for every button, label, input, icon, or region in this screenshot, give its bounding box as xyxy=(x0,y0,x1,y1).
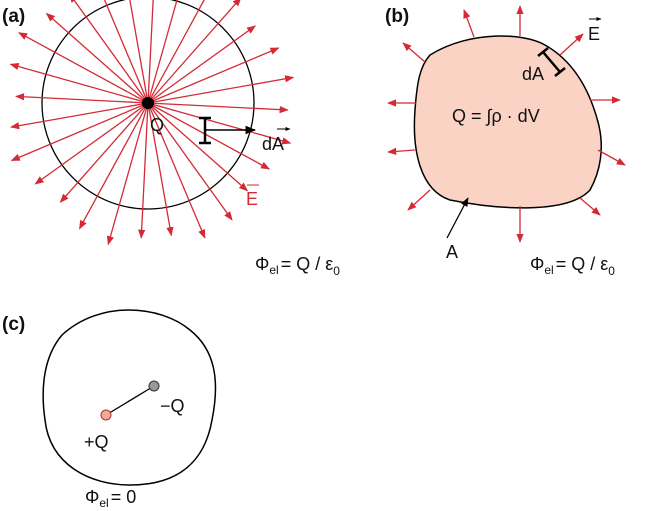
area-element-label: dA xyxy=(262,134,284,154)
subscript: el xyxy=(269,263,278,277)
flux-formula: Φel= 0 xyxy=(85,487,136,510)
pointer xyxy=(447,198,468,238)
surface xyxy=(43,310,215,485)
field-arrow xyxy=(464,10,474,37)
subscript: el xyxy=(544,263,553,277)
flux-formula: Φel= Q / ε0 xyxy=(255,254,340,278)
dipole-link xyxy=(106,386,154,415)
subscript: 0 xyxy=(333,264,340,278)
positive-charge xyxy=(101,410,111,420)
field-arrow xyxy=(148,77,293,103)
field-arrow xyxy=(11,103,148,127)
relation: = Q / ε xyxy=(281,254,334,274)
negative-charge xyxy=(149,381,159,391)
point-charge xyxy=(142,97,154,109)
symbol: Φ xyxy=(530,254,544,274)
negative-charge-label: −Q xyxy=(160,396,185,416)
field-arrow xyxy=(598,150,625,165)
field-arrow xyxy=(60,103,148,202)
field-arrow xyxy=(19,33,148,103)
positive-charge-label: +Q xyxy=(84,432,109,452)
flux-formula: Φel= Q / ε0 xyxy=(530,254,615,278)
field-arrow xyxy=(47,13,148,103)
area-element-label: dA xyxy=(522,64,544,84)
symbol: Φ xyxy=(85,487,99,507)
field-arrow xyxy=(403,43,425,62)
charge-formula: Q = ∫ρ · dV xyxy=(452,106,540,126)
charge-label: Q xyxy=(150,115,164,135)
panel-label: (b) xyxy=(385,6,409,27)
field-arrow xyxy=(148,0,185,103)
subscript: el xyxy=(99,496,108,510)
panel-label: (a) xyxy=(2,6,25,27)
field-arrow xyxy=(148,103,269,169)
surface-label: A xyxy=(446,242,458,262)
field-label: E xyxy=(246,189,258,209)
field-arrow xyxy=(560,34,583,55)
panel-label: (c) xyxy=(2,314,25,335)
relation: = 0 xyxy=(111,487,137,507)
diagram: (a) Q dA E Φel= Q / ε0 (b) E dA Q = ∫ρ ·… xyxy=(0,0,650,511)
subscript: 0 xyxy=(608,264,615,278)
field-arrow xyxy=(148,0,155,103)
field-arrow xyxy=(80,103,148,229)
field-arrow xyxy=(70,0,148,103)
symbol: Φ xyxy=(255,254,269,274)
relation: = Q / ε xyxy=(556,254,609,274)
field-arrow xyxy=(580,198,600,215)
field-label: E xyxy=(588,24,600,44)
panel-c: (c) −Q +Q Φel= 0 xyxy=(2,310,216,510)
panel-b: (b) E dA Q = ∫ρ · dV A Φel= Q / ε0 xyxy=(385,6,625,278)
field-arrow xyxy=(408,190,430,210)
panel-a: (a) Q dA E Φel= Q / ε0 xyxy=(2,0,340,278)
field-arrow xyxy=(388,150,415,152)
